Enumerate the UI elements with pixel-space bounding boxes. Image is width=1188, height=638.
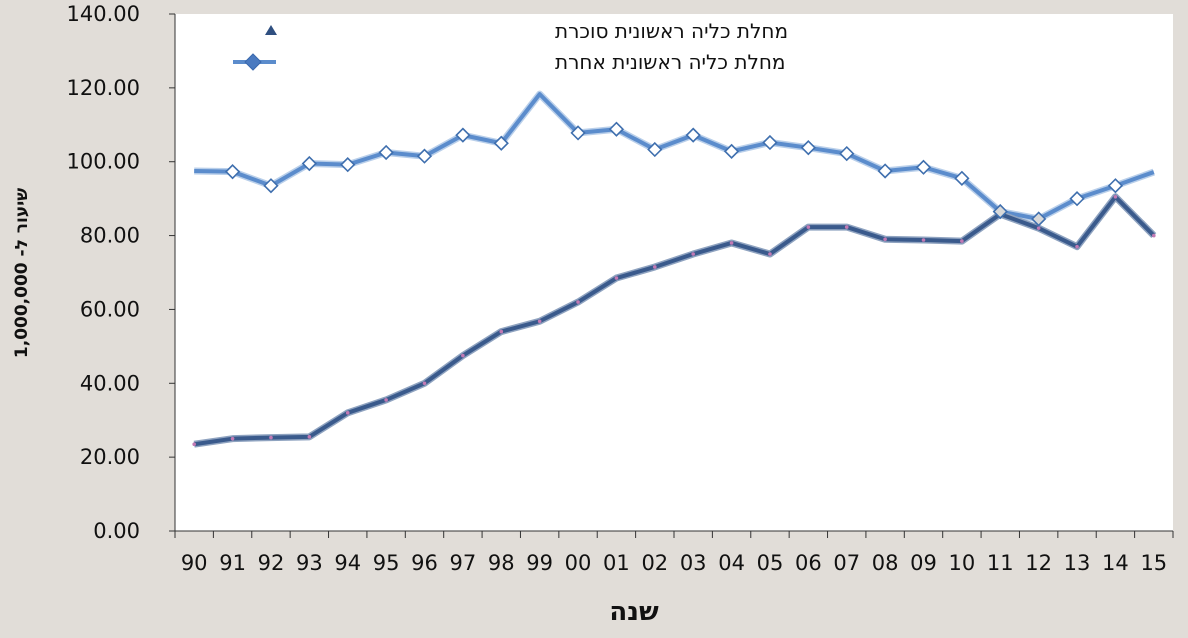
diabetes-point [230, 436, 235, 441]
x-tick-label: 91 [219, 551, 246, 575]
series-other-line [194, 92, 1155, 221]
diabetes-point [461, 353, 465, 358]
other-point-diamond [378, 144, 394, 161]
other-point-diamond [685, 127, 701, 143]
diabetes-point [499, 329, 504, 334]
y-tick-label: 100.00 [67, 150, 140, 174]
y-tick-label: 40.00 [80, 371, 140, 395]
diabetes-point [614, 276, 619, 280]
x-tick-label: 04 [718, 551, 745, 575]
x-tick-label: 08 [872, 551, 899, 575]
x-axis-title: שנה [609, 597, 659, 627]
plot-area [175, 14, 1173, 531]
other-point-diamond [1107, 178, 1124, 194]
other-point-diamond [800, 140, 816, 156]
x-tick-label: 03 [680, 551, 707, 575]
diabetes-point [192, 442, 196, 447]
x-tick-label: 97 [450, 551, 477, 575]
other-point-diamond [1031, 211, 1047, 227]
x-tick-label: 01 [603, 551, 630, 575]
y-tick-label: 0.00 [93, 519, 140, 543]
x-tick-label: 12 [1025, 551, 1052, 575]
x-tick-label: 94 [334, 551, 361, 575]
x-tick-label: 95 [373, 551, 400, 575]
diabetes-point [1036, 226, 1041, 230]
diabetes-point [844, 225, 849, 229]
series-diabetes-line [193, 194, 1156, 447]
x-tick-label: 98 [488, 551, 515, 575]
x-tick-label: 10 [949, 551, 976, 575]
diabetes-point [345, 411, 350, 415]
other-point-diamond [1069, 191, 1085, 207]
diabetes-point [806, 225, 811, 229]
other-point-diamond [723, 143, 740, 160]
other-point-diamond [224, 164, 241, 180]
other-point-diamond [647, 141, 663, 158]
x-tick-label: 93 [296, 551, 323, 575]
y-tick-label: 120.00 [67, 76, 140, 100]
x-tick-label: 11 [987, 551, 1014, 575]
other-point-diamond [954, 170, 970, 186]
diabetes-point [269, 435, 273, 440]
other-point-diamond [608, 121, 625, 137]
diabetes-point [653, 265, 657, 269]
legend-box [196, 18, 578, 74]
x-tick-label: 15 [1140, 551, 1167, 575]
other-point-diamond [992, 203, 1008, 220]
other-point-diamond [570, 125, 586, 141]
diabetes-point [883, 237, 887, 242]
y-tick-label: 140.00 [67, 2, 140, 26]
y-tick-label: 20.00 [80, 445, 140, 469]
diabetes-point [1113, 194, 1118, 199]
other-point-diamond [416, 148, 433, 164]
diabetes-point [576, 300, 580, 304]
y-tick-label: 80.00 [80, 224, 140, 248]
x-tick-label: 09 [910, 551, 937, 575]
other-point-diamond [762, 134, 778, 151]
x-tick-label: 96 [411, 551, 438, 575]
other-point-diamond [263, 178, 279, 194]
diabetes-point [691, 252, 695, 256]
diabetes-point [960, 239, 964, 243]
x-tick-label: 06 [795, 551, 822, 575]
other-point-diamond [839, 145, 855, 162]
diabetes-point [768, 252, 772, 256]
diabetes-point [921, 238, 926, 242]
legend-diamond-marker-icon [244, 53, 262, 71]
legend-triangle-marker-icon [265, 25, 277, 35]
other-point-diamond [915, 159, 932, 175]
other-point-diamond [877, 163, 893, 179]
other-point-diamond [301, 155, 317, 172]
x-tick-label: 90 [181, 551, 208, 575]
diabetes-point [537, 319, 542, 324]
diabetes-point [729, 241, 734, 245]
other-point-diamond [340, 157, 356, 173]
diabetes-point [1152, 233, 1156, 238]
diabetes-point [422, 381, 427, 386]
x-tick-label: 92 [258, 551, 285, 575]
x-tick-label: 05 [757, 551, 784, 575]
x-tick-label: 02 [641, 551, 668, 575]
diabetes-point [1075, 244, 1079, 249]
legend-label-diabetes: מחלת כליה ראשונית סוכרת [555, 19, 788, 43]
x-tick-label: 00 [565, 551, 592, 575]
x-tick-label: 14 [1102, 551, 1129, 575]
x-tick-label: 99 [526, 551, 553, 575]
other-point-diamond [493, 135, 509, 151]
x-tick-label: 07 [833, 551, 860, 575]
y-tick-label: 60.00 [80, 297, 140, 321]
x-tick-label: 13 [1064, 551, 1091, 575]
diabetes-point [307, 435, 312, 439]
diabetes-point [384, 398, 388, 402]
other-point-diamond [455, 127, 471, 143]
legend-label-other: מחלת כליה ראשונית אחרת [555, 50, 786, 74]
y-axis-title: שיעור ל- 1,000,000 [12, 188, 32, 358]
